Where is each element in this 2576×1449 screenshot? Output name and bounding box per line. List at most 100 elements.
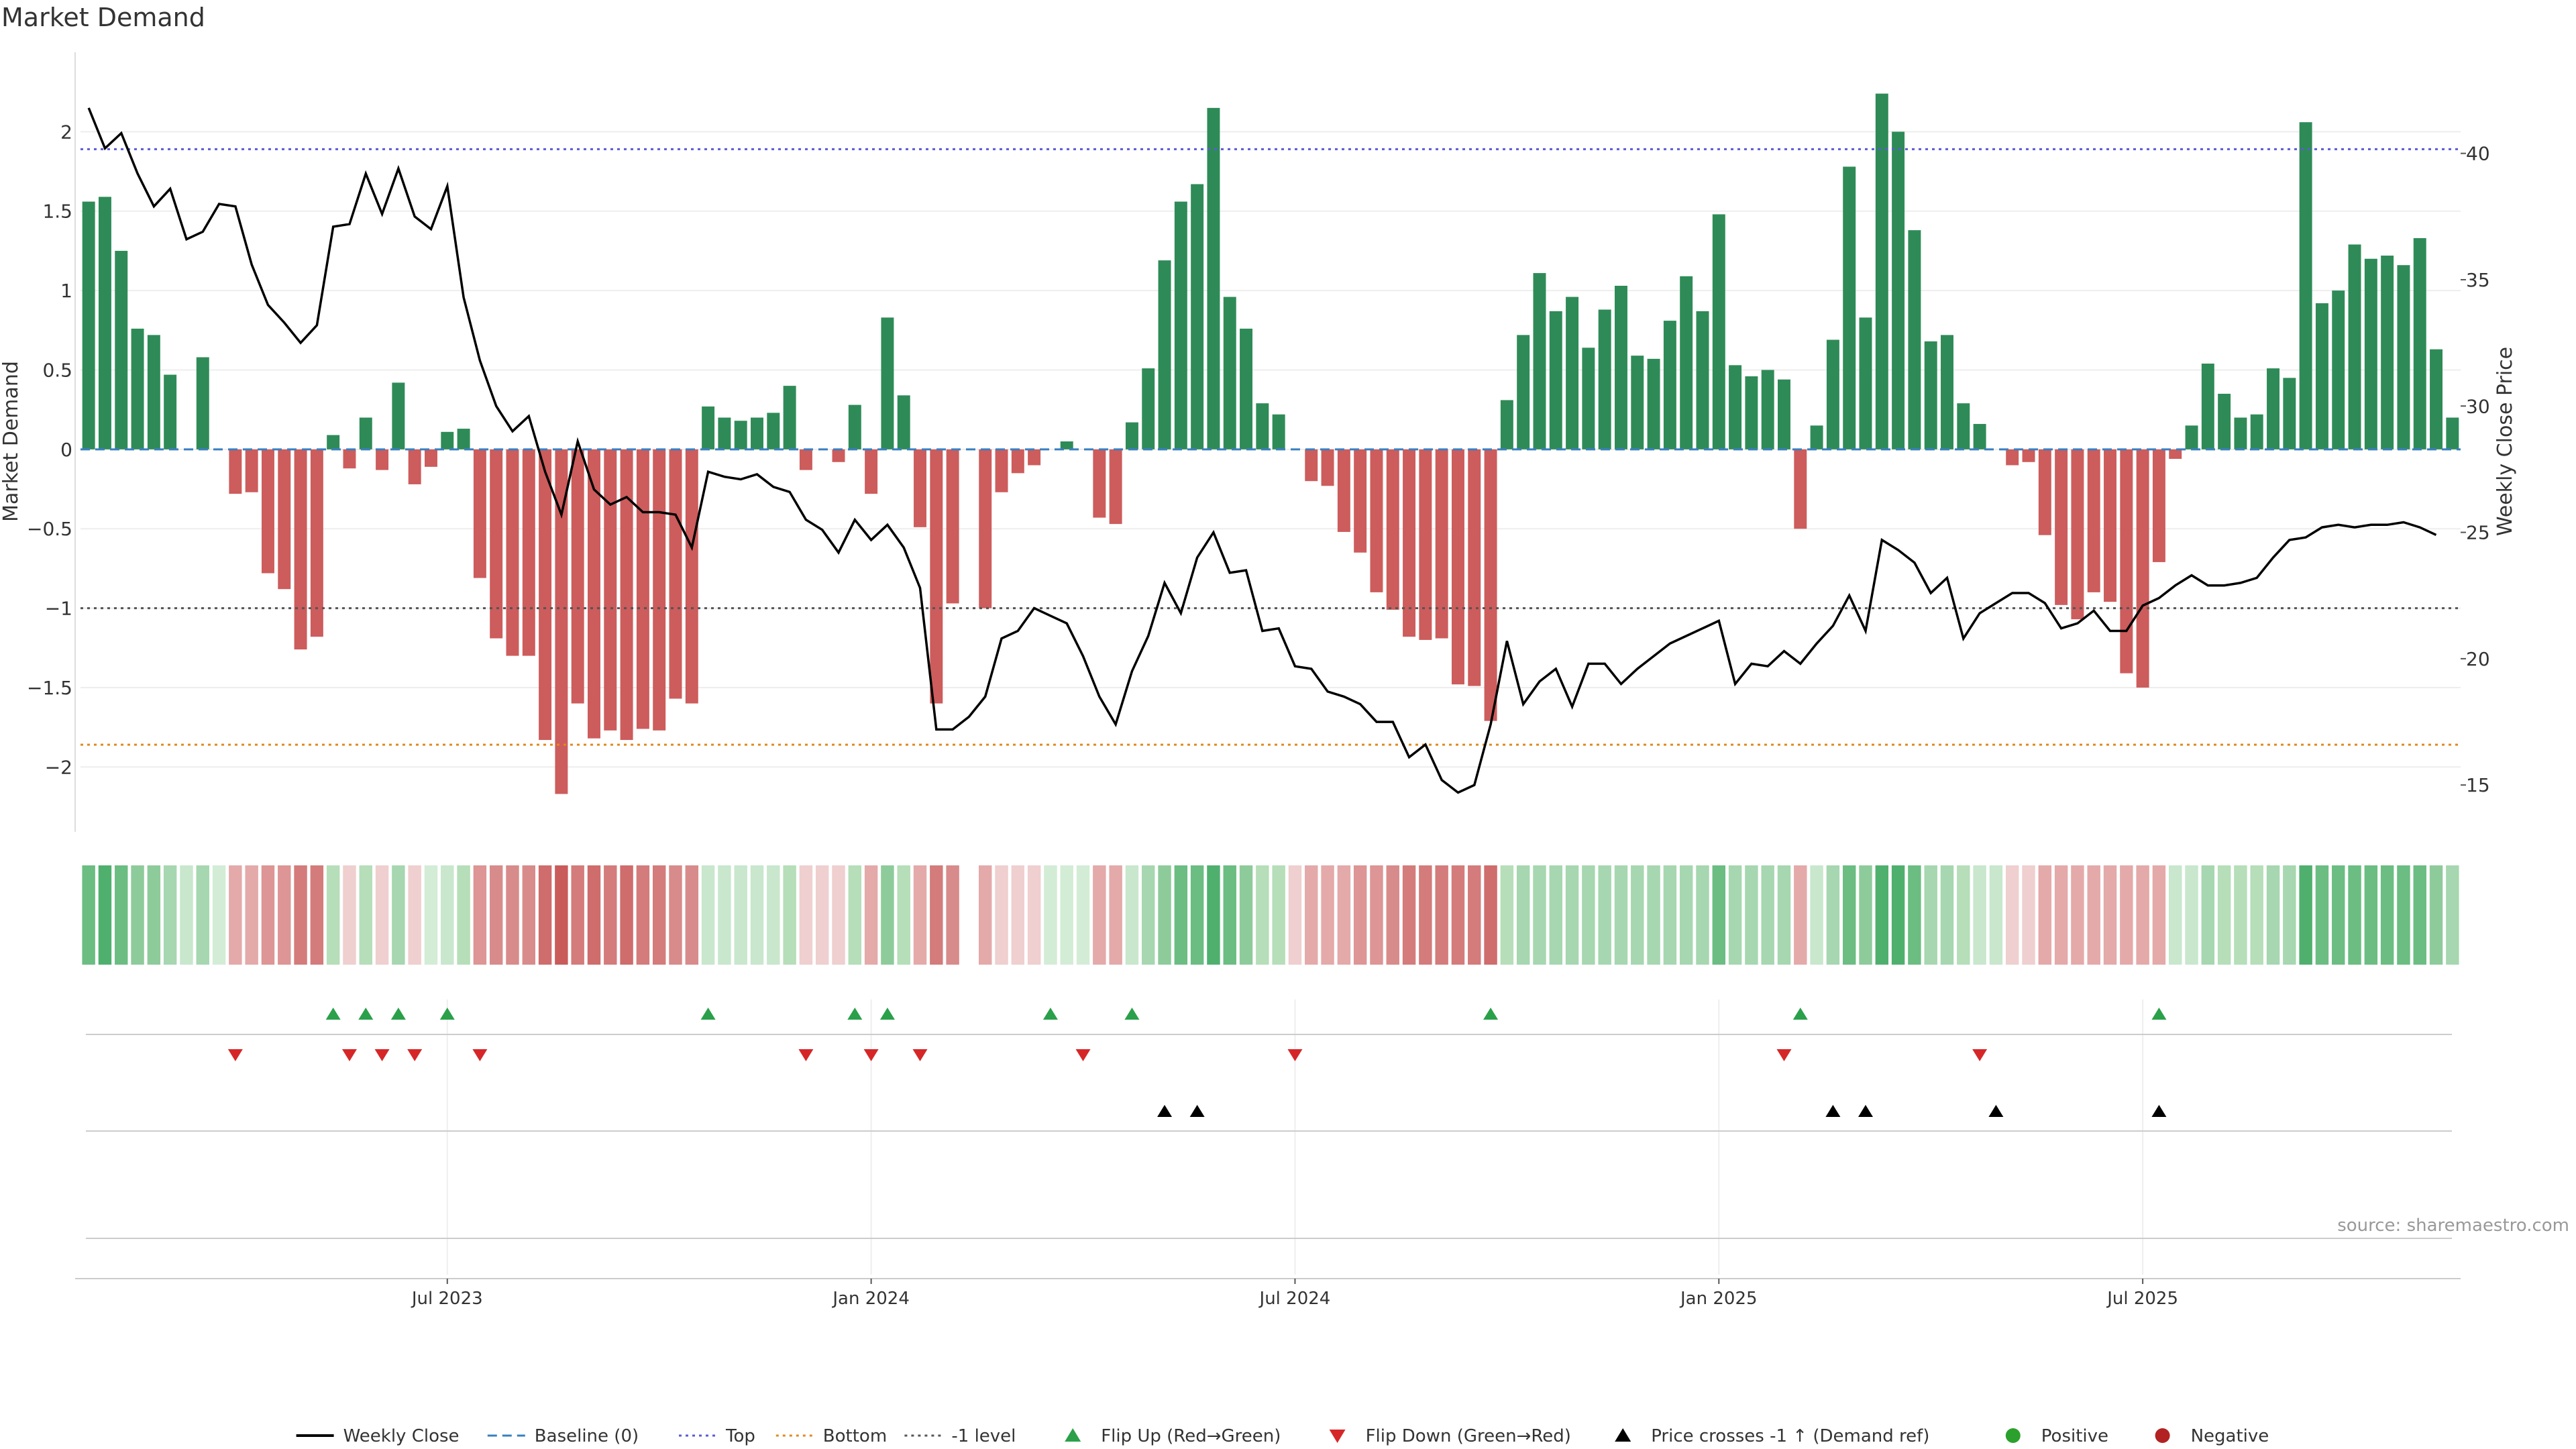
strip-cell [669,865,682,965]
demand-bar [636,449,649,729]
flip-up-marker [2151,1008,2167,1020]
demand-bar [294,449,307,650]
demand-bar [522,449,535,656]
flip-down-marker [472,1049,488,1061]
strip-cell [2413,865,2426,965]
strip-cell [1859,865,1872,965]
demand-bar [2038,449,2051,535]
strip-cell [1761,865,1774,965]
strip-cell [1826,865,1840,965]
demand-bar [783,386,796,449]
strip-cell [2234,865,2247,965]
legend-item: Negative [2155,1426,2269,1446]
strip-cell [2087,865,2100,965]
legend-label: Flip Up (Red→Green) [1101,1426,1281,1446]
demand-bar [1386,449,1399,610]
demand-bar [1435,449,1448,639]
demand-bar [930,449,943,704]
left-tick-label: −1 [45,598,72,620]
legend-label: Baseline (0) [535,1426,639,1446]
x-tick-labels: Jul 2023 Jan 2024 Jul 2024 Jan 2025 Jul 2025 [411,1279,2178,1309]
flip-markers [227,1008,2167,1061]
demand-bar [1240,328,1253,449]
flip-up-marker [358,1008,374,1020]
demand-bar [669,449,682,699]
strip-cell [2071,865,2084,965]
demand-bar [1957,403,1970,449]
flip-up-marker [1483,1008,1499,1020]
demand-bar [1631,356,1644,449]
strip-cell [848,865,862,965]
flip-up-marker [1792,1008,1808,1020]
strip-cell [1125,865,1139,965]
strip-cell [326,865,340,965]
demand-bar [1468,449,1481,686]
strip-cell [408,865,421,965]
strip-cell [1908,865,1921,965]
demand-bar [343,449,356,469]
demand-bar [408,449,421,484]
demand-bar [751,417,763,449]
strip-cell [98,865,112,965]
legend-swatch-circle [2005,1428,2021,1443]
demand-bar [604,449,617,731]
demand-bar [2299,122,2312,449]
demand-bar [1500,400,1513,449]
demand-bar [2169,449,2182,460]
demand-bar [1680,276,1693,449]
demand-bar [1109,449,1122,525]
price-cross-marker [1157,1105,1173,1117]
flip-down-marker [1075,1049,1091,1061]
strip-cell [82,865,95,965]
source-note: source: sharemaestro.com [2337,1216,2569,1236]
demand-bar [1191,184,1204,449]
strip-cell [1451,865,1465,965]
demand-bar [1451,449,1464,685]
price-cross-marker [1858,1105,1873,1117]
demand-bar [131,328,144,449]
strip-cell [718,865,731,965]
strip-cell [1647,865,1660,965]
strip-cell [1842,865,1856,965]
right-axis-title: Weekly Close Price [2493,347,2517,536]
demand-bar [1142,368,1155,449]
demand-bar [147,335,160,449]
legend-item: Flip Up (Red→Green) [1065,1426,1281,1446]
strip-cell [1337,865,1351,965]
demand-bar [310,449,323,637]
legend-label: Price crosses -1 ↑ (Demand ref) [1651,1426,1929,1446]
demand-bar [2120,449,2133,674]
demand-bar [261,449,274,574]
strip-cell [1484,865,1497,965]
strip-cell [1353,865,1367,965]
legend-item: Price crosses -1 ↑ (Demand ref) [1615,1426,1929,1446]
strip-cell [1419,865,1432,965]
strip-cell [1305,865,1318,965]
strip-cell [1239,865,1253,965]
demand-bar [2332,290,2345,449]
strip-cell [310,865,324,965]
strip-cell [1435,865,1448,965]
demand-bar [2250,414,2263,449]
left-tick-label: 1.5 [42,201,72,223]
demand-bar [2267,368,2280,449]
demand-bar [702,406,715,449]
demand-bar [2446,417,2459,449]
strip-cell [1207,865,1220,965]
demand-bar [897,395,910,449]
flip-up-marker [700,1008,716,1020]
legend-label: Top [725,1426,755,1446]
strip-cell [2217,865,2231,965]
strip-cell [1370,865,1383,965]
demand-bar [506,449,519,656]
demand-bar [1093,449,1106,518]
strip-cell [2364,865,2378,965]
right-tick-label: 15 [2466,774,2490,796]
flip-up-marker [1124,1008,1140,1020]
demand-bar [1533,273,1546,449]
strip-cell [1663,865,1677,965]
right-tick-label: 30 [2466,395,2490,417]
demand-bar [734,421,747,449]
strip-cell [2120,865,2133,965]
demand-bar [1174,201,1187,449]
